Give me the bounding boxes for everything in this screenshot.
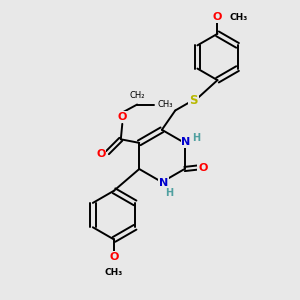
Text: O: O — [118, 112, 127, 122]
Text: H: H — [165, 188, 173, 198]
Text: N: N — [182, 137, 191, 147]
Text: CH₃: CH₃ — [158, 100, 173, 109]
Text: O: O — [96, 149, 106, 159]
Text: CH₃: CH₃ — [230, 13, 248, 22]
Text: CH₂: CH₂ — [129, 91, 145, 100]
Text: O: O — [213, 12, 222, 22]
Text: H: H — [192, 133, 200, 142]
Text: S: S — [189, 94, 198, 106]
Text: CH₃: CH₃ — [104, 268, 122, 277]
Text: N: N — [159, 178, 168, 188]
Text: O: O — [198, 163, 208, 172]
Text: O: O — [109, 252, 119, 262]
